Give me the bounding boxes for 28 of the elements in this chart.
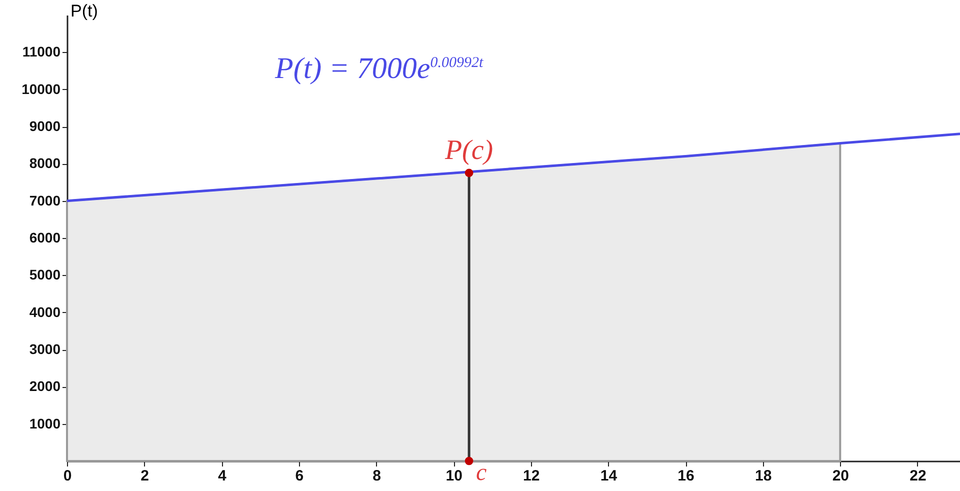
x-tick-label: 12 xyxy=(523,468,540,484)
x-tick-label: 4 xyxy=(218,468,227,484)
x-tick-label: 20 xyxy=(832,468,850,484)
y-tick-label: 6000 xyxy=(29,230,61,246)
y-tick-label: 8000 xyxy=(29,155,61,172)
x-tick-label: 16 xyxy=(678,468,694,484)
y-tick-label: 4000 xyxy=(29,304,61,320)
annotation: c xyxy=(476,460,488,486)
x-tick-label: 22 xyxy=(910,468,926,484)
line-series xyxy=(66,132,960,202)
x-tick-label: 2 xyxy=(140,468,149,484)
x-tick-label: 6 xyxy=(295,468,304,484)
y-tick-label: 11000 xyxy=(22,44,61,60)
y-tick-label: 1000 xyxy=(29,415,61,432)
y-tick-label: 3000 xyxy=(29,341,61,357)
y-tick-label: 5000 xyxy=(29,266,61,283)
y-tick-label: 7000 xyxy=(29,192,61,208)
y-axis-title: P(t) xyxy=(70,2,98,20)
x-tick-label: 8 xyxy=(372,468,381,484)
annotation: P(t) = 7000e$^{0.00992t}$ xyxy=(275,52,484,86)
x-tick-label: 0 xyxy=(63,468,72,484)
x-tick-label: 18 xyxy=(755,468,772,484)
y-tick-label: 10000 xyxy=(22,80,61,97)
annotation: P(c) xyxy=(444,134,494,166)
y-tick-label: 9000 xyxy=(29,118,61,134)
x-tick-label: 14 xyxy=(600,468,618,484)
y-tick-label: 2000 xyxy=(29,378,61,394)
x-tick-label: 10 xyxy=(446,468,462,484)
